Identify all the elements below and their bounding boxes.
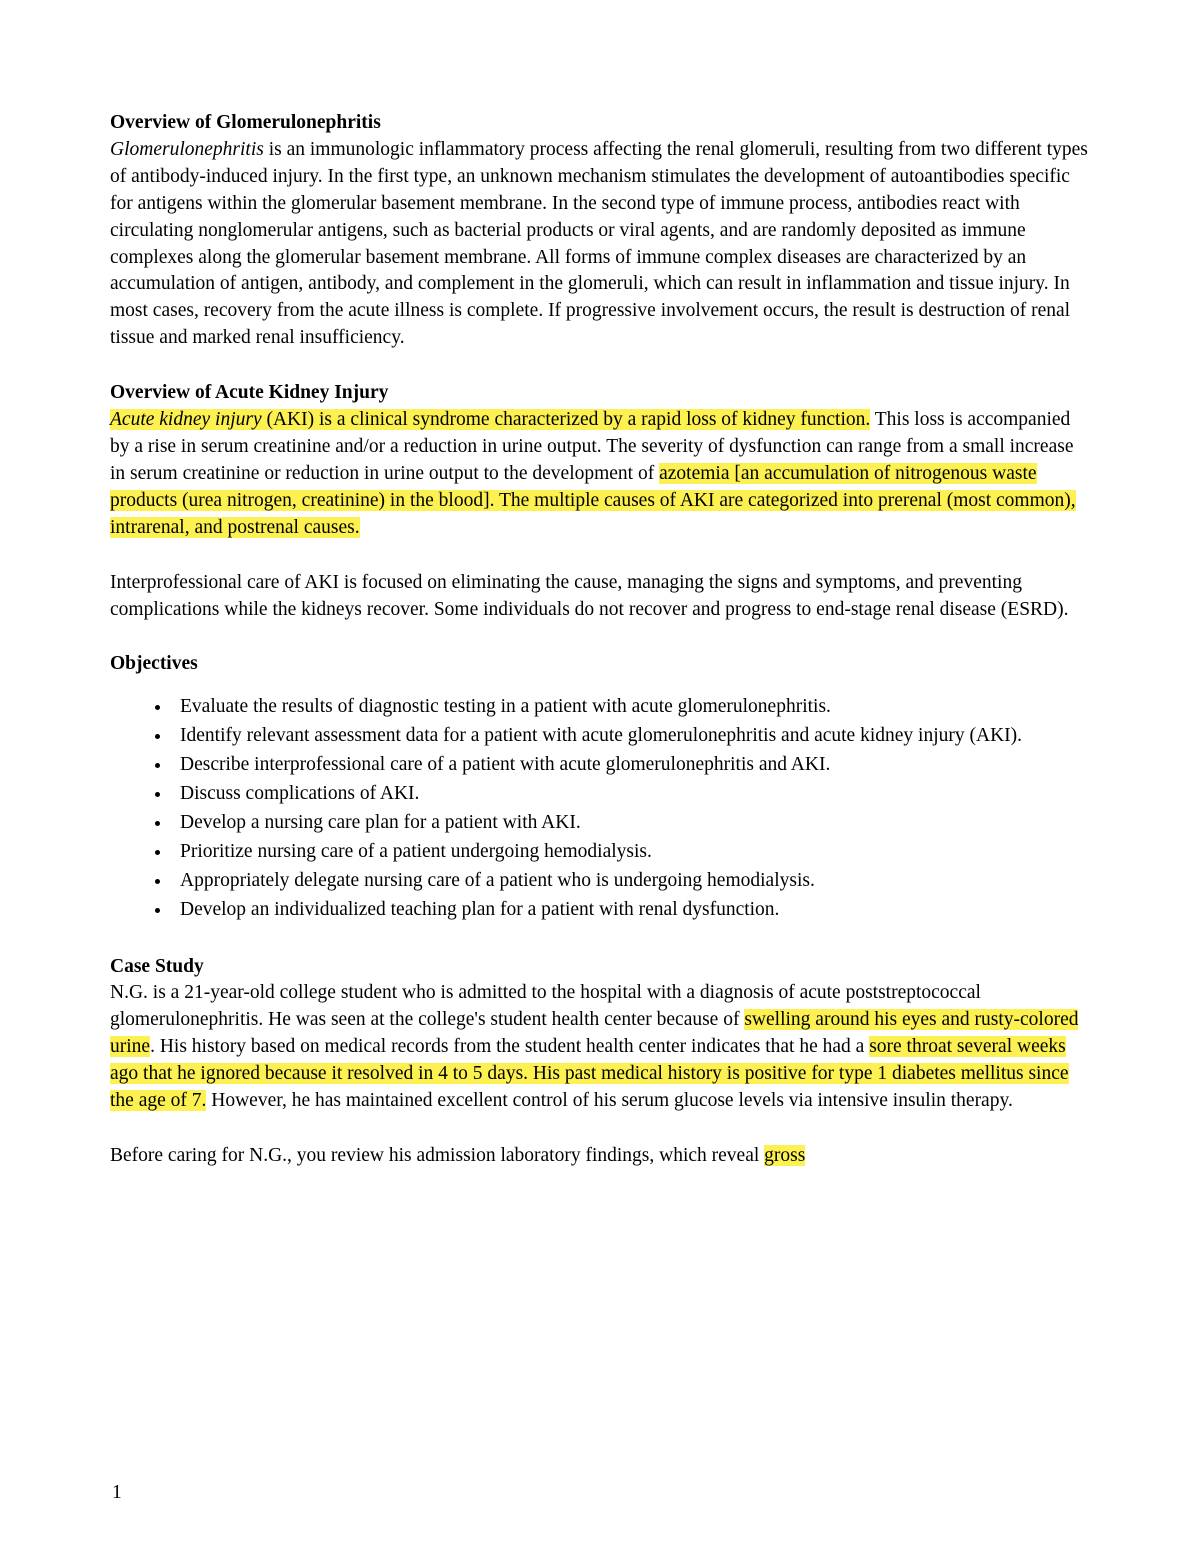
heading-glomerulonephritis: Overview of Glomerulonephritis: [110, 112, 381, 133]
objectives-list: Evaluate the results of diagnostic testi…: [110, 694, 1090, 923]
list-item: Prioritize nursing care of a patient und…: [172, 839, 1090, 866]
list-item: Develop an individualized teaching plan …: [172, 897, 1090, 924]
section-aki: Overview of Acute Kidney Injury Acute ki…: [110, 380, 1090, 623]
list-item: Appropriately delegate nursing care of a…: [172, 868, 1090, 895]
aki-para2: Interprofessional care of AKI is focused…: [110, 570, 1090, 624]
section-objectives: Objectives Evaluate the results of diagn…: [110, 651, 1090, 923]
section-glomerulonephritis: Overview of Glomerulonephritis Glomerulo…: [110, 110, 1090, 352]
cs-p2-a: Before caring for N.G., you review his a…: [110, 1145, 764, 1166]
list-item: Discuss complications of AKI.: [172, 781, 1090, 808]
body-glomerulonephritis: is an immunologic inflammatory process a…: [110, 139, 1088, 348]
heading-objectives: Objectives: [110, 653, 198, 674]
list-item: Identify relevant assessment data for a …: [172, 723, 1090, 750]
heading-casestudy: Case Study: [110, 956, 204, 977]
cs-p1-b: . His history based on medical records f…: [150, 1036, 869, 1057]
list-item: Develop a nursing care plan for a patien…: [172, 810, 1090, 837]
heading-aki: Overview of Acute Kidney Injury: [110, 382, 388, 403]
list-item: Describe interprofessional care of a pat…: [172, 752, 1090, 779]
section-casestudy: Case Study N.G. is a 21-year-old college…: [110, 954, 1090, 1170]
cs-p1-c: However, he has maintained excellent con…: [206, 1090, 1012, 1111]
cs-p2-hl: gross: [764, 1145, 805, 1166]
page-number: 1: [112, 1480, 122, 1507]
list-item: Evaluate the results of diagnostic testi…: [172, 694, 1090, 721]
aki-hl-italic: Acute kidney injury: [110, 409, 262, 430]
aki-hl-rest: (AKI) is a clinical syndrome characteriz…: [262, 409, 871, 430]
italic-lead-glomerulonephritis: Glomerulonephritis: [110, 139, 264, 160]
